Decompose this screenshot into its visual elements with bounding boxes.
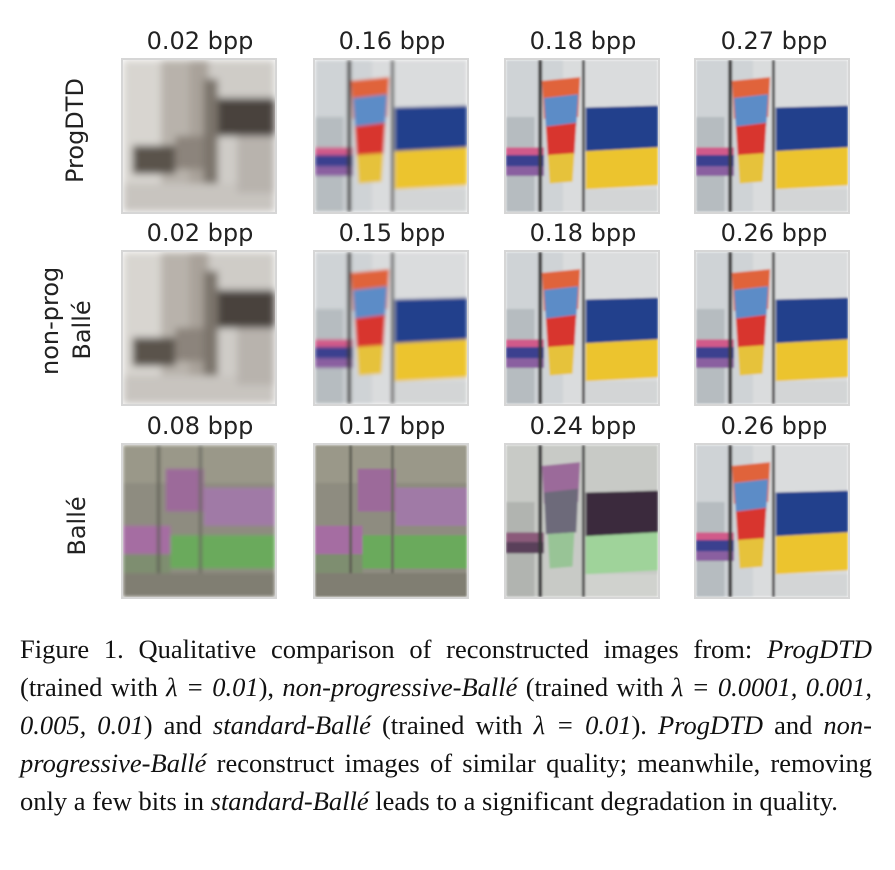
caption-text: Figure 1. Qualitative comparison of reco…	[20, 634, 753, 664]
bpp-label: 0.24 bpp	[529, 412, 637, 440]
caption-text: and	[763, 710, 824, 740]
caption-math: λ = 0.01	[166, 672, 259, 702]
figure-caption: Figure 1. Qualitative comparison of reco…	[20, 630, 872, 820]
caption-text: ).	[631, 710, 658, 740]
caption-text: reconstruct images of similar quality; m…	[20, 748, 872, 816]
bpp-label: 0.02 bpp	[146, 219, 254, 247]
caption-emphasis: non-progressive-Ballé	[282, 672, 518, 702]
thumbnail-progdtd-2	[313, 58, 469, 214]
thumbnail-balle-4	[694, 443, 850, 599]
caption-math: λ = 0.0001, 0.001, 0.005, 0.01	[20, 672, 872, 740]
bpp-label: 0.26 bpp	[720, 219, 828, 247]
bpp-label: 0.18 bpp	[529, 219, 637, 247]
bpp-label: 0.16 bpp	[338, 27, 446, 55]
row-label-balle-1: Ballé	[68, 300, 96, 360]
bpp-label: 0.26 bpp	[720, 412, 828, 440]
row-label-non-prog: non-prog	[36, 266, 64, 375]
caption-emphasis: standard-Ballé	[212, 710, 371, 740]
thumbnail-balle-1	[121, 443, 277, 599]
thumbnail-balle-2	[313, 443, 469, 599]
caption-text: (trained with	[370, 710, 534, 740]
row-label-balle-2: Ballé	[63, 496, 91, 556]
thumbnail-non-prog-1	[121, 250, 277, 406]
bpp-label: 0.08 bpp	[146, 412, 254, 440]
caption-text: ) and	[143, 710, 213, 740]
caption-math: λ = 0.01	[533, 710, 632, 740]
thumbnail-balle-3	[504, 443, 660, 599]
row-label-progdtd: ProgDTD	[61, 78, 89, 183]
bpp-label: 0.27 bpp	[720, 27, 828, 55]
bpp-label: 0.15 bpp	[338, 219, 446, 247]
caption-text: (trained with	[20, 672, 167, 702]
thumbnail-progdtd-4	[694, 58, 850, 214]
caption-emphasis: ProgDTD	[766, 634, 873, 664]
caption-text: ),	[258, 672, 283, 702]
thumbnail-progdtd-1	[121, 58, 277, 214]
bpp-label: 0.02 bpp	[146, 27, 254, 55]
bpp-label: 0.17 bpp	[338, 412, 446, 440]
thumbnail-non-prog-3	[504, 250, 660, 406]
caption-emphasis: standard-Ballé	[210, 786, 369, 816]
thumbnail-progdtd-3	[504, 58, 660, 214]
comparison-figure: ProgDTD non-prog Ballé Ballé 0.02 bpp 0.…	[36, 27, 850, 599]
caption-text: (trained with	[517, 672, 672, 702]
caption-emphasis: ProgDTD	[658, 710, 764, 740]
bpp-label: 0.18 bpp	[529, 27, 637, 55]
caption-text: leads to a significant degradation in qu…	[368, 786, 838, 816]
thumbnail-non-prog-4	[694, 250, 850, 406]
caption-emphasis: non-progressive-Ballé	[20, 710, 872, 778]
thumbnail-non-prog-2	[313, 250, 469, 406]
